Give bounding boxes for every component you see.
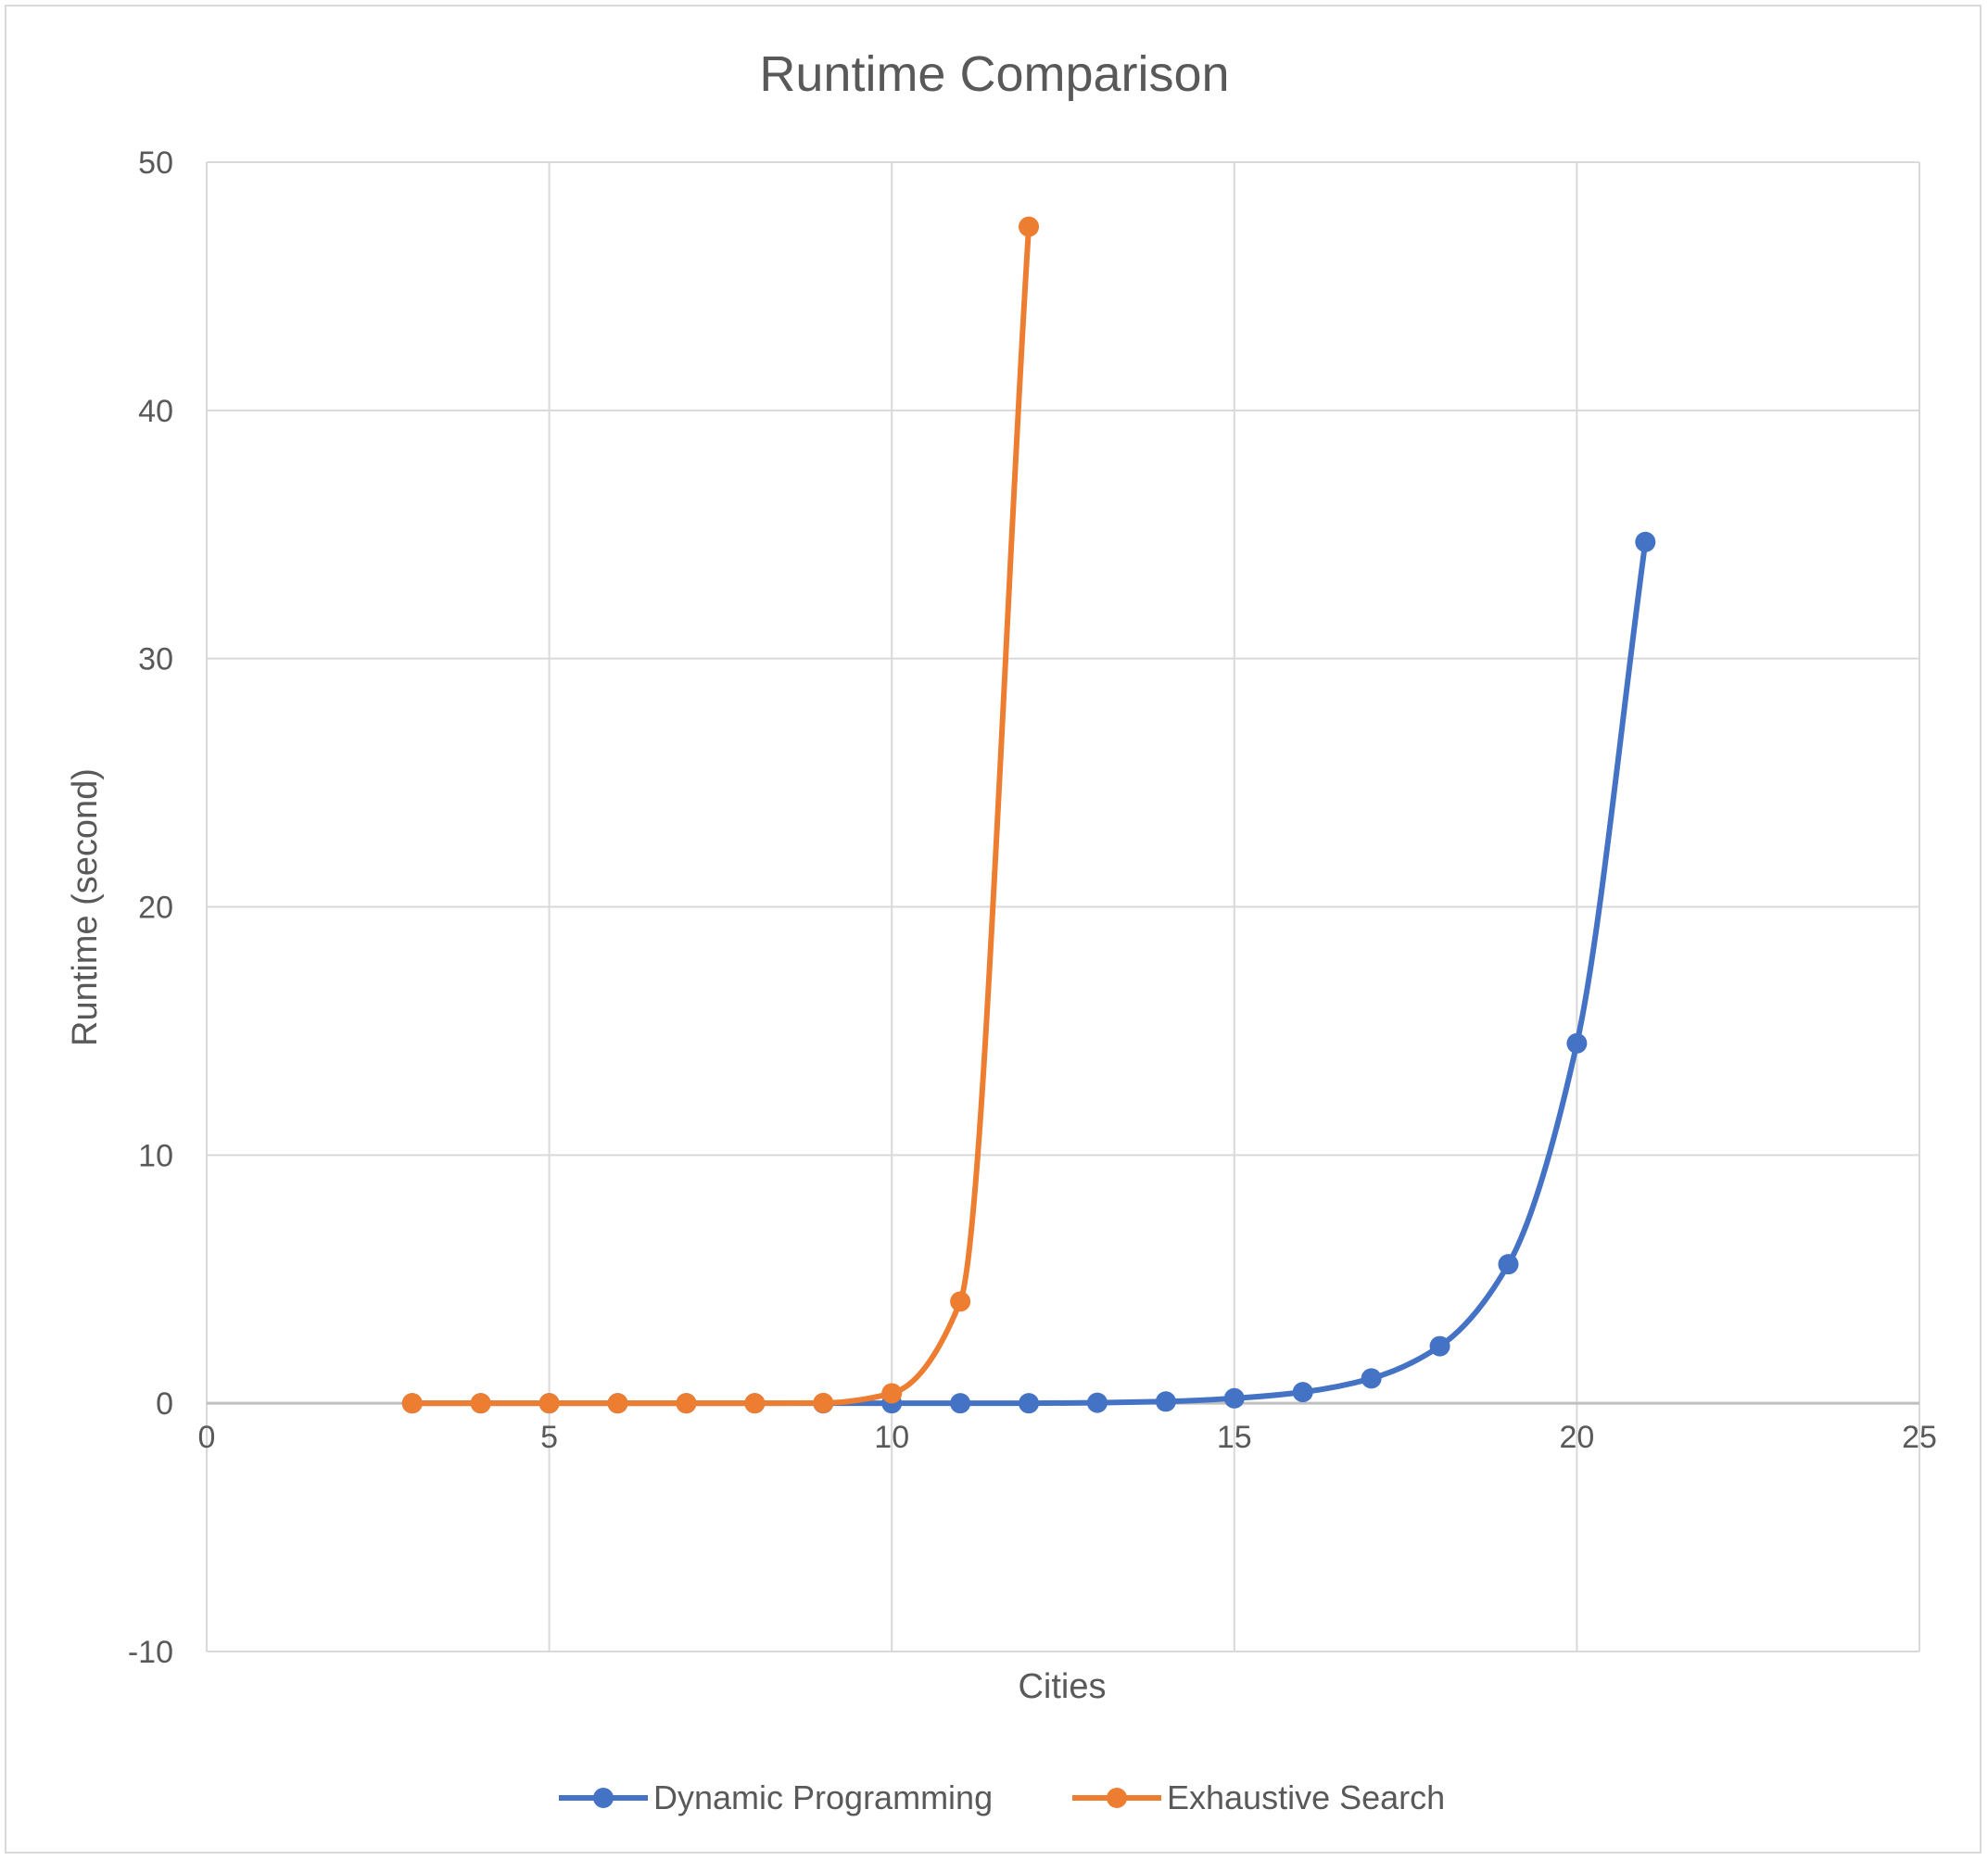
y-axis-ticks: -10 0 10 20 30 40 50 bbox=[128, 146, 173, 1670]
series-line bbox=[412, 226, 1032, 1407]
data-point bbox=[1019, 1393, 1040, 1414]
legend-label: Exhaustive Search bbox=[1167, 1778, 1445, 1816]
y-tick-label: 30 bbox=[138, 642, 173, 677]
data-point bbox=[1086, 1392, 1108, 1413]
data-point bbox=[1223, 1387, 1245, 1409]
data-point bbox=[1566, 1032, 1588, 1054]
y-tick-label: 0 bbox=[156, 1386, 173, 1422]
data-point bbox=[1019, 216, 1040, 237]
x-tick-label: 20 bbox=[1559, 1420, 1594, 1455]
y-tick-label: 40 bbox=[138, 394, 173, 429]
x-tick-label: 5 bbox=[540, 1420, 558, 1455]
data-point bbox=[881, 1383, 903, 1404]
x-tick-label: 25 bbox=[1902, 1420, 1937, 1455]
data-point bbox=[813, 1392, 834, 1413]
data-point bbox=[607, 1393, 628, 1414]
y-tick-label: 20 bbox=[138, 891, 173, 926]
data-point bbox=[950, 1393, 971, 1414]
legend-swatch-marker bbox=[593, 1788, 614, 1808]
x-tick-label: 15 bbox=[1217, 1420, 1252, 1455]
data-point bbox=[1361, 1368, 1382, 1389]
data-point bbox=[1429, 1335, 1450, 1357]
legend: Dynamic Programming Exhaustive Search bbox=[559, 1778, 1445, 1816]
y-tick-label: 10 bbox=[138, 1138, 173, 1173]
series-0 bbox=[401, 531, 1656, 1414]
x-axis-ticks: 0 5 10 15 20 25 bbox=[198, 1420, 1937, 1455]
data-point bbox=[676, 1393, 697, 1414]
series-line bbox=[412, 541, 1649, 1407]
data-point bbox=[1498, 1254, 1519, 1275]
y-tick-label: 50 bbox=[138, 146, 173, 181]
data-point bbox=[538, 1393, 560, 1414]
series-layer bbox=[401, 216, 1656, 1414]
legend-item: Exhaustive Search bbox=[1072, 1778, 1445, 1816]
data-point bbox=[1155, 1391, 1176, 1412]
data-point bbox=[470, 1393, 491, 1414]
chart-title: Runtime Comparison bbox=[759, 46, 1229, 102]
data-point bbox=[1635, 531, 1656, 552]
x-tick-label: 0 bbox=[198, 1420, 216, 1455]
legend-label: Dynamic Programming bbox=[653, 1778, 993, 1816]
y-tick-label: -10 bbox=[128, 1635, 173, 1670]
data-point bbox=[744, 1393, 766, 1414]
legend-item: Dynamic Programming bbox=[559, 1778, 993, 1816]
legend-swatch-marker bbox=[1107, 1788, 1127, 1808]
x-axis-title: Cities bbox=[1018, 1667, 1106, 1706]
series-1 bbox=[401, 216, 1040, 1414]
data-point bbox=[950, 1291, 971, 1312]
gridlines bbox=[206, 161, 1920, 1652]
x-tick-label: 10 bbox=[874, 1420, 909, 1455]
y-axis-title: Runtime (second) bbox=[66, 768, 105, 1046]
data-point bbox=[1292, 1382, 1313, 1403]
data-point bbox=[401, 1393, 423, 1414]
